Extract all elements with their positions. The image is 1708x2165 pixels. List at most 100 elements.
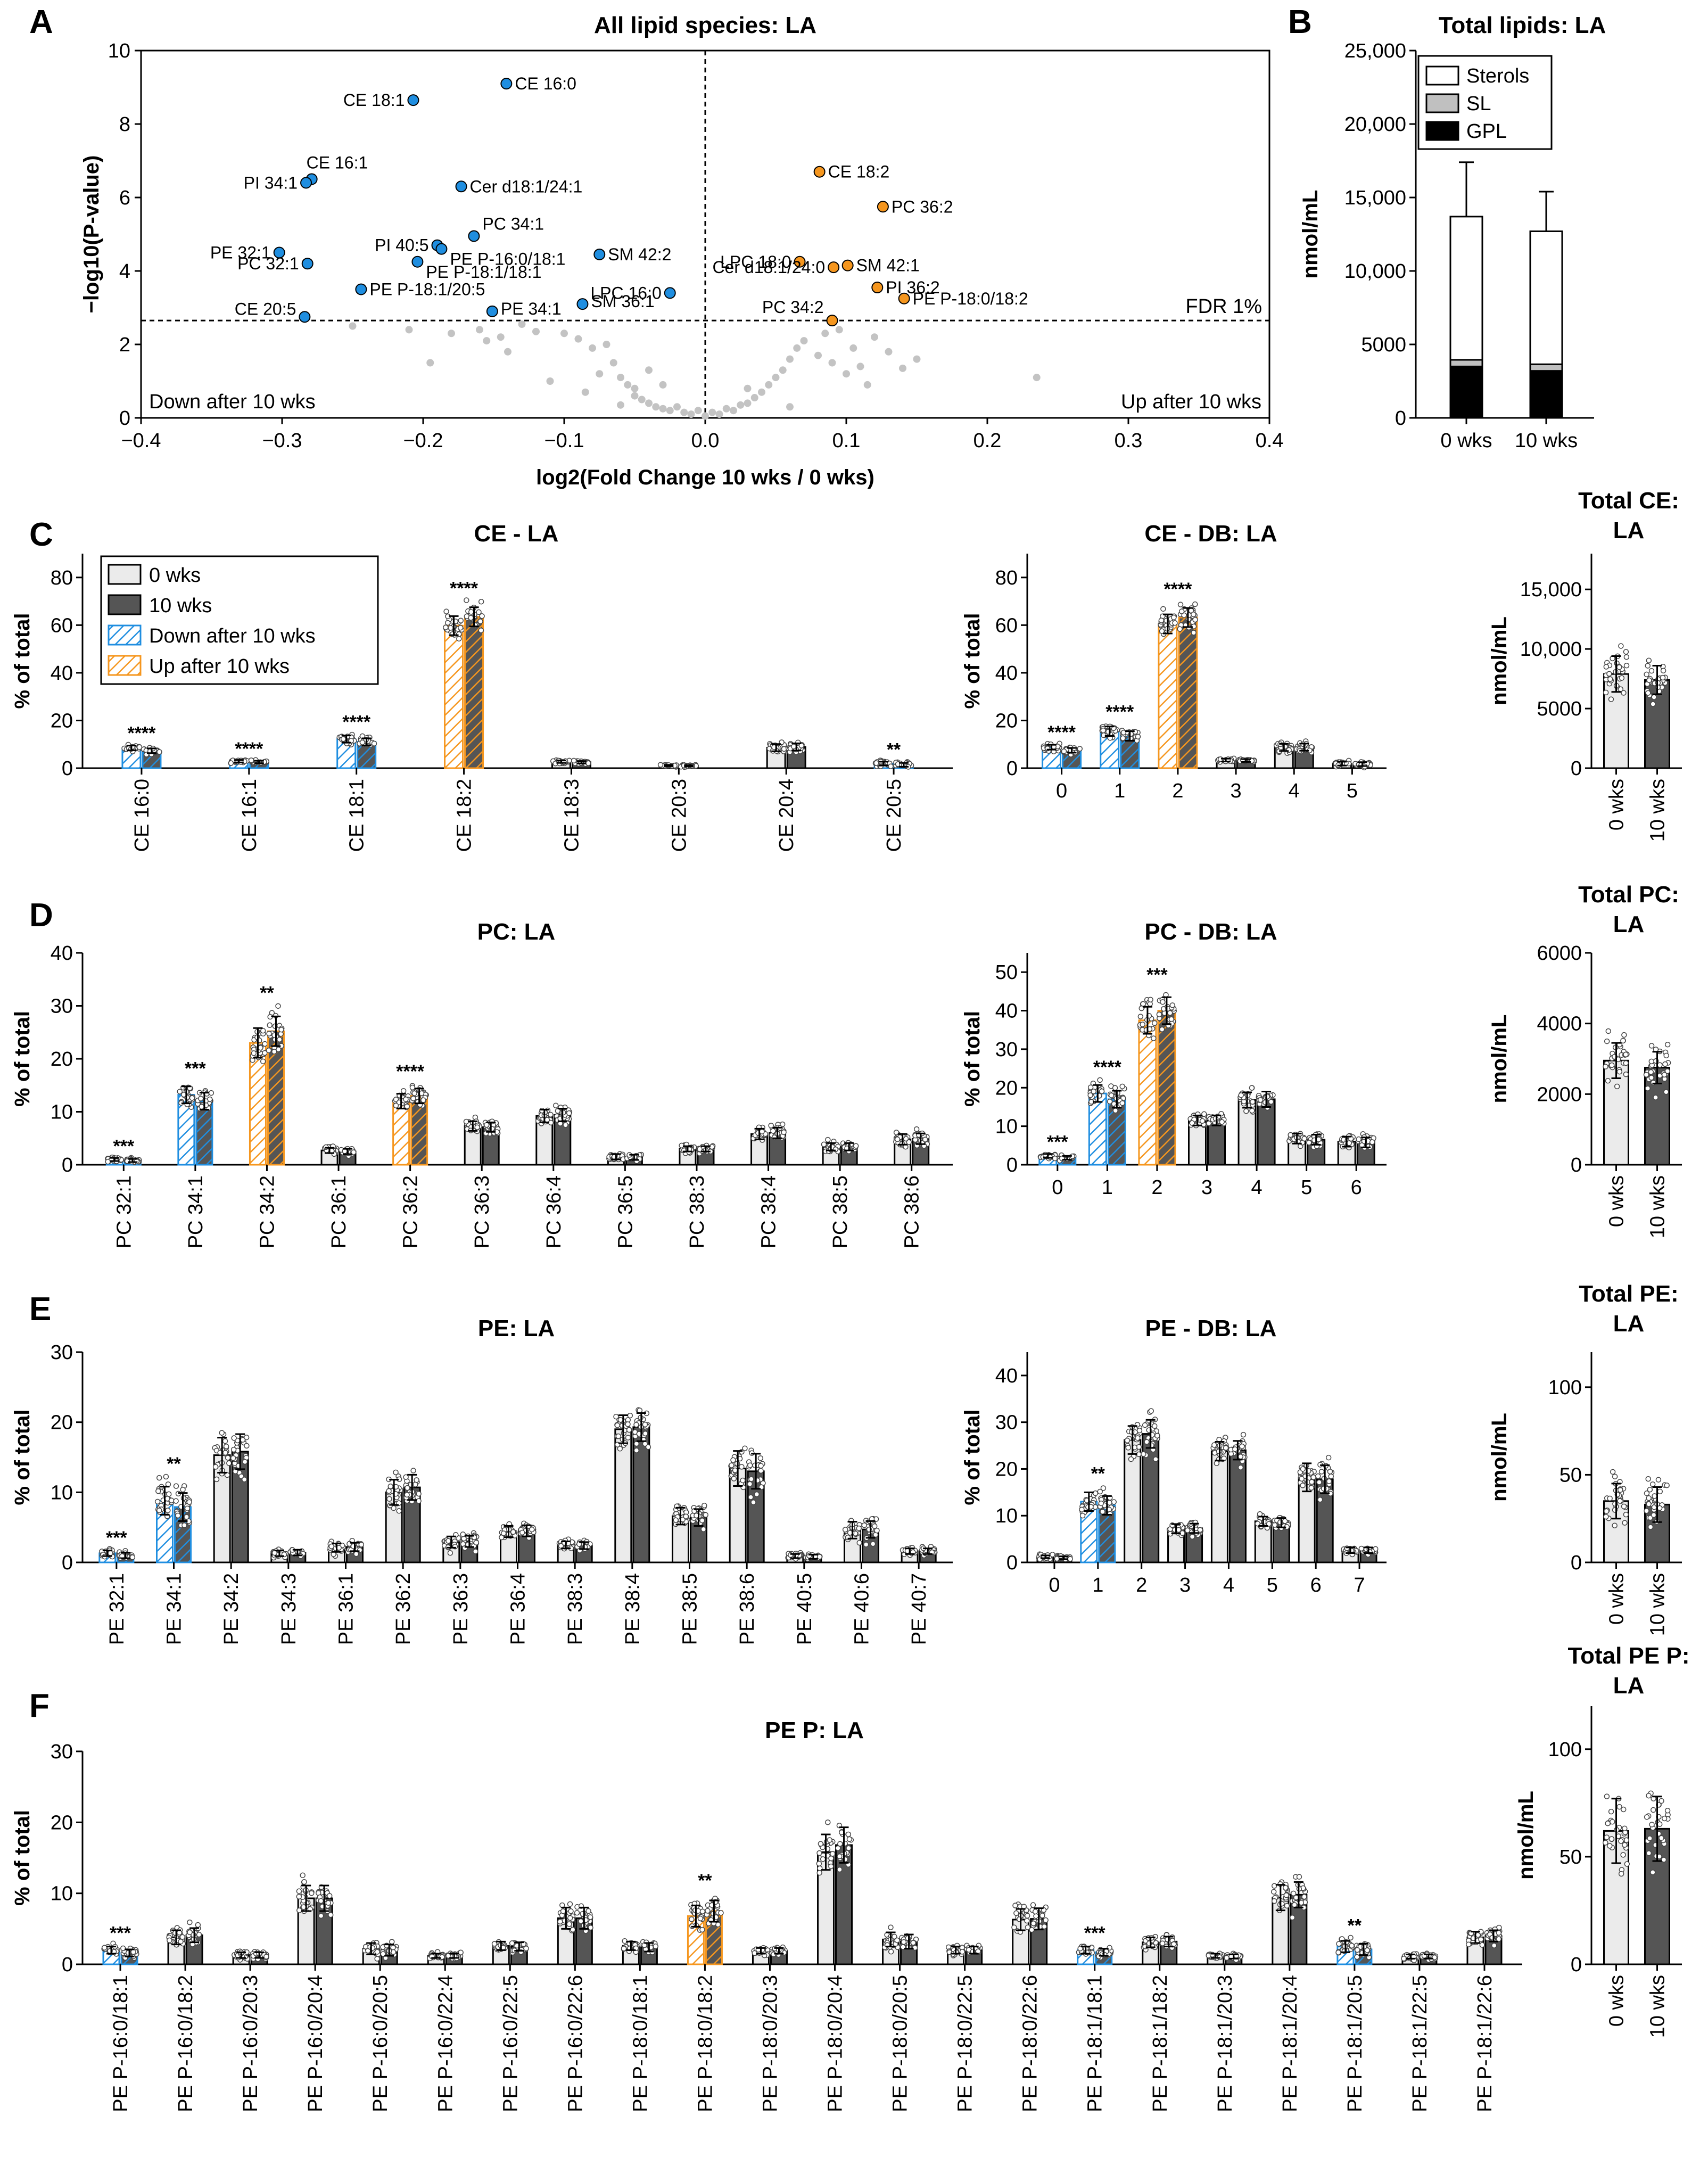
pe-p-species-x-tick-label: PE P-16:0/20:3 bbox=[240, 1975, 262, 2112]
pc-species-y-tick-label: 20 bbox=[51, 1048, 73, 1071]
panel-letter-a: A bbox=[29, 4, 53, 40]
down-point-label: CE 16:0 bbox=[515, 74, 576, 93]
down-point-label: PE P-16:0/18:1 bbox=[450, 250, 565, 269]
total-pe-data-point bbox=[1603, 1508, 1610, 1514]
pe-p-species-data-point bbox=[325, 1900, 332, 1906]
pe-species-y-tick-label: 10 bbox=[51, 1481, 73, 1504]
pe-db-data-point bbox=[1125, 1445, 1132, 1451]
pe-p-species-data-point bbox=[574, 1909, 580, 1916]
total-ce-x-tick-label: 10 wks bbox=[1647, 779, 1669, 842]
ce-species-bar bbox=[464, 616, 484, 769]
pe-species-significance-stars: *** bbox=[106, 1528, 127, 1548]
pe-p-species-data-point bbox=[167, 1937, 172, 1944]
down-point bbox=[435, 243, 448, 255]
ce-species-title: CE - LA bbox=[474, 521, 559, 547]
pe-species-x-tick-label: PE 36:4 bbox=[507, 1573, 530, 1645]
pc-db-data-point bbox=[1156, 1011, 1162, 1017]
ce-db-data-point bbox=[1159, 628, 1165, 634]
total-pe-data-point bbox=[1644, 1508, 1649, 1514]
pe-species-x-tick-label: PE 36:3 bbox=[450, 1573, 472, 1645]
total-lipids-x-tick-label: 10 wks bbox=[1515, 430, 1578, 452]
pe-p-species-data-point bbox=[296, 1888, 302, 1894]
pe-p-species-data-point bbox=[578, 1918, 584, 1924]
total-pe-data-point bbox=[1647, 1487, 1653, 1493]
ce-db-x-tick-label: 2 bbox=[1172, 780, 1183, 802]
pc-db-data-point bbox=[1243, 1108, 1249, 1114]
pc-species-data-point bbox=[266, 1031, 272, 1036]
total-ce-data-point bbox=[1619, 675, 1625, 681]
ce-species-x-tick-label: CE 18:1 bbox=[346, 779, 368, 852]
nonsignificant-point bbox=[596, 370, 604, 378]
pc-species-x-tick-label: PC 38:4 bbox=[758, 1175, 780, 1248]
ce-species-data-point bbox=[228, 760, 234, 766]
total-lipids-y-label: nmol/mL bbox=[1299, 190, 1322, 279]
pc-db-data-point bbox=[1268, 1099, 1274, 1105]
total-pe-y-tick-label: 0 bbox=[1571, 1552, 1582, 1574]
legend-label-sl: SL bbox=[1466, 93, 1491, 115]
pe-p-species-significance-stars: *** bbox=[1084, 1923, 1105, 1944]
pe-p-species-data-point bbox=[1335, 1949, 1341, 1956]
total-ce-data-point bbox=[1660, 674, 1666, 681]
pe-p-species-data-point bbox=[1289, 1914, 1296, 1921]
pe-species-data-point bbox=[180, 1486, 186, 1493]
pe-p-species-data-point bbox=[1270, 1889, 1277, 1895]
pe-species-data-point bbox=[730, 1457, 736, 1463]
pc-species-data-point bbox=[411, 1090, 417, 1096]
volcano-x-tick-label: 0.1 bbox=[832, 430, 861, 452]
pe-species-data-point bbox=[627, 1412, 633, 1419]
pe-db-bar bbox=[1210, 1450, 1228, 1563]
pc-species-data-point bbox=[105, 1159, 111, 1165]
pc-species-x-tick-label: PC 36:5 bbox=[614, 1175, 637, 1248]
pe-db-data-point bbox=[1257, 1511, 1263, 1517]
up-point-label: PE P-18:0/18:2 bbox=[913, 289, 1028, 308]
nonsignificant-point bbox=[899, 364, 906, 372]
ce-db-x-tick-label: 3 bbox=[1231, 780, 1242, 802]
pc-db-data-point bbox=[1199, 1118, 1206, 1124]
pe-p-species-y-tick-label: 10 bbox=[51, 1883, 73, 1905]
pe-p-species-data-point bbox=[837, 1866, 843, 1873]
ce-species-y-tick-label: 20 bbox=[51, 710, 73, 732]
pe-db-data-point bbox=[1067, 1556, 1074, 1562]
pe-species-data-point bbox=[614, 1422, 621, 1428]
pc-species-y-label: % of total bbox=[11, 1011, 34, 1107]
pe-species-data-point bbox=[181, 1522, 187, 1528]
pc-species-x-tick-label: PC 34:2 bbox=[256, 1175, 278, 1248]
pc-db-data-point bbox=[1119, 1083, 1125, 1090]
ce-db-y-tick-label: 20 bbox=[995, 710, 1018, 732]
pe-db-data-point bbox=[1316, 1479, 1322, 1485]
pc-db-data-point bbox=[1206, 1120, 1212, 1126]
total-pc-data-point bbox=[1648, 1075, 1654, 1081]
nonsignificant-point bbox=[849, 344, 857, 352]
pe-species-x-tick-label: PE 36:1 bbox=[335, 1573, 358, 1645]
total-pc-data-point bbox=[1614, 1083, 1620, 1090]
pe-species-x-tick-label: PE 34:3 bbox=[278, 1573, 300, 1645]
pc-db-data-point bbox=[1167, 1010, 1173, 1016]
down-point-label: CE 16:1 bbox=[307, 153, 368, 172]
nonsignificant-point bbox=[772, 374, 780, 382]
nonsignificant-point bbox=[603, 341, 610, 348]
panel-letter-e: E bbox=[29, 1291, 51, 1328]
pe-p-species-data-point bbox=[1291, 1902, 1298, 1908]
pc-species-data-point bbox=[781, 1129, 787, 1135]
pc-db-bar bbox=[1207, 1119, 1226, 1166]
ce-db-significance-stars: **** bbox=[1164, 579, 1192, 599]
ce-species-x-tick-label: CE 16:0 bbox=[131, 779, 153, 852]
pe-p-species-data-point bbox=[1301, 1894, 1307, 1900]
pc-species-x-tick-label: PC 36:4 bbox=[543, 1175, 565, 1248]
pe-p-species-data-point bbox=[1284, 1903, 1290, 1909]
pc-species-data-point bbox=[906, 1139, 912, 1145]
total-pe-y-tick-label: 100 bbox=[1548, 1377, 1582, 1399]
nonsignificant-point bbox=[624, 381, 632, 389]
pc-db-significance-stars: *** bbox=[1146, 965, 1168, 985]
pe-p-species-data-point bbox=[389, 1939, 395, 1945]
pe-species-data-point bbox=[702, 1502, 707, 1509]
nonsignificant-point bbox=[504, 348, 511, 356]
ce-db-y-label: % of total bbox=[961, 613, 984, 709]
nonsignificant-point bbox=[821, 330, 829, 337]
pe-p-species-x-tick-label: PE P-18:0/18:1 bbox=[629, 1975, 651, 2112]
pc-species-y-tick-label: 30 bbox=[51, 995, 73, 1018]
total-ce-bar-chart: Total CE: LA 0 5000 10,000 15,000 nmol/mL 0 wks… bbox=[1488, 488, 1682, 842]
total-ce-data-point bbox=[1651, 694, 1657, 700]
total-ce-data-point bbox=[1650, 701, 1656, 707]
pe-species-data-point bbox=[154, 1499, 161, 1505]
